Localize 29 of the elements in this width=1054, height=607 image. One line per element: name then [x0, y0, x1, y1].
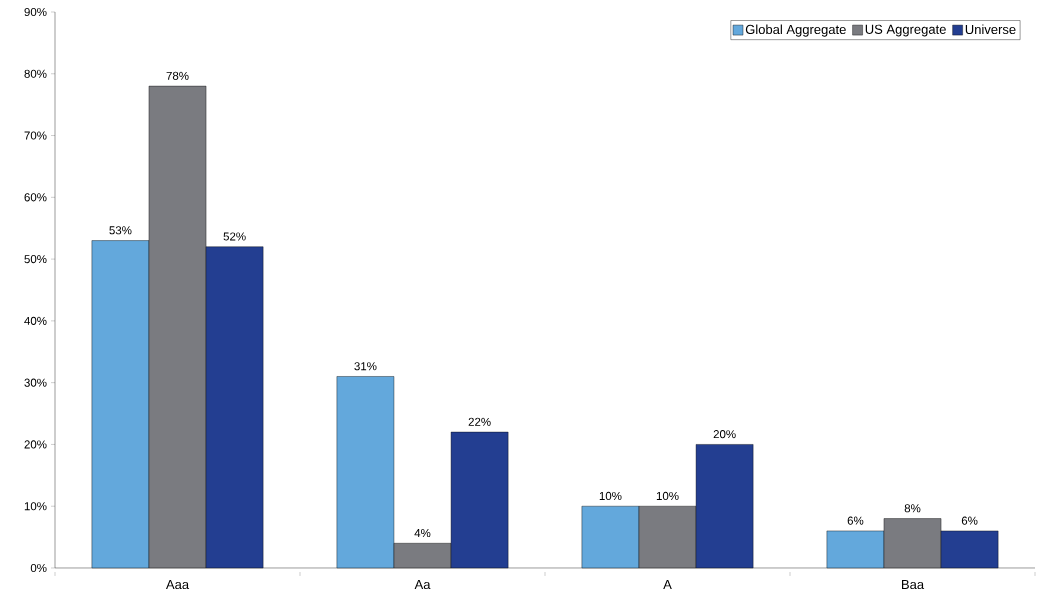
data-label: 22% — [468, 417, 491, 426]
x-tick-label: Aaa — [165, 580, 190, 590]
data-label: 53% — [109, 226, 132, 235]
data-label: 31% — [354, 362, 377, 371]
y-tick-label: 50% — [24, 255, 47, 264]
data-label: 4% — [414, 529, 431, 538]
x-tick-label: Baa — [902, 580, 925, 590]
legend-label: Universe — [965, 24, 1016, 35]
data-label: 6% — [847, 516, 864, 525]
y-tick-label: 10% — [24, 502, 47, 511]
data-label: 20% — [713, 430, 736, 439]
y-tick-label: 0% — [30, 563, 47, 573]
legend-label: Global Aggregate — [745, 24, 846, 37]
data-label: 10% — [599, 491, 622, 501]
legend-label: US Aggregate — [865, 24, 946, 37]
data-label: 8% — [904, 504, 921, 513]
x-tick-label: Aa — [414, 580, 431, 590]
data-label: 78% — [166, 71, 189, 80]
data-label: 10% — [656, 491, 679, 501]
data-label: 52% — [223, 232, 246, 241]
y-tick-label: 70% — [24, 131, 47, 140]
data-label: 6% — [961, 516, 978, 525]
y-tick-label: 80% — [24, 69, 47, 78]
y-tick-label: 40% — [24, 316, 47, 325]
x-tick-label: A — [663, 580, 672, 589]
y-tick-label: 60% — [24, 193, 47, 202]
y-tick-label: 20% — [24, 440, 47, 449]
y-tick-label: 30% — [24, 378, 47, 387]
y-tick-label: 90% — [24, 7, 47, 17]
